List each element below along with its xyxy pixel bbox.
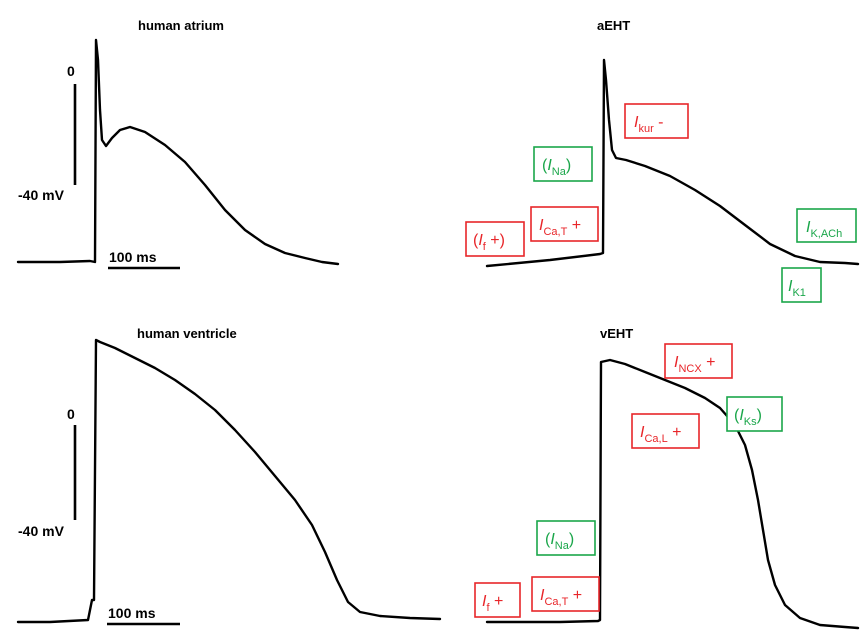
- current-label-icat-v: ICa,T +: [531, 576, 600, 612]
- panel-human-ventricle: human ventricle 0 -40 mV 100 ms: [16, 326, 442, 626]
- current-text: Ikur -: [634, 114, 664, 135]
- panel-vEHT: vEHT INCX + (IKs) ICa,L + (INa) ICa,T + …: [474, 326, 860, 630]
- current-text: (IKs): [734, 407, 762, 428]
- current-text: INCX +: [674, 354, 715, 375]
- panel-human-atrium: human atrium 0 -40 mV 100 ms: [16, 18, 340, 270]
- current-box: [664, 343, 733, 379]
- current-label-ina-v: (INa): [536, 520, 596, 556]
- current-box: [530, 206, 599, 242]
- current-box: [781, 267, 822, 303]
- current-label-if: (If +): [465, 221, 525, 257]
- current-label-incx: INCX +: [664, 343, 733, 379]
- current-box: [624, 103, 689, 139]
- panel-title-atrium: human atrium: [138, 18, 224, 33]
- current-box: [631, 413, 700, 449]
- current-box: [796, 208, 857, 243]
- mv-label-ventricle: -40 mV: [18, 523, 65, 539]
- trace-aEHT: [485, 58, 860, 268]
- time-label-ventricle: 100 ms: [108, 605, 156, 621]
- time-label-atrium: 100 ms: [109, 249, 157, 265]
- current-label-ik1: IK1: [781, 267, 822, 303]
- current-text: ICa,T +: [540, 587, 582, 608]
- current-text: (INa): [545, 531, 574, 552]
- trace-human-ventricle: [16, 338, 442, 624]
- current-text: IK,ACh: [806, 219, 842, 240]
- current-box: [536, 520, 596, 556]
- current-box: [533, 146, 593, 182]
- current-box: [465, 221, 525, 257]
- current-label-iks: (IKs): [726, 396, 783, 432]
- panel-aEHT: aEHT Ikur - (INa) ICa,T + (If +) IK,ACh …: [465, 18, 860, 303]
- trace-human-atrium: [16, 38, 340, 266]
- panel-title-aEHT: aEHT: [597, 18, 630, 33]
- current-text: If +: [482, 593, 503, 614]
- current-text: ICa,L +: [640, 424, 682, 445]
- current-text: IK1: [788, 278, 806, 299]
- current-box: [531, 576, 600, 612]
- current-label-if-v: If +: [474, 582, 521, 618]
- zero-label-atrium: 0: [67, 63, 75, 79]
- zero-label-ventricle: 0: [67, 406, 75, 422]
- current-label-ikach: IK,ACh: [796, 208, 857, 243]
- current-box: [474, 582, 521, 618]
- panel-title-vEHT: vEHT: [600, 326, 633, 341]
- current-label-ikur: Ikur -: [624, 103, 689, 139]
- current-label-ina: (INa): [533, 146, 593, 182]
- mv-label-atrium: -40 mV: [18, 187, 65, 203]
- current-text: (If +): [473, 232, 505, 253]
- current-box: [726, 396, 783, 432]
- current-label-icat: ICa,T +: [530, 206, 599, 242]
- current-text: (INa): [542, 157, 571, 178]
- panel-title-ventricle: human ventricle: [137, 326, 237, 341]
- current-label-ical: ICa,L +: [631, 413, 700, 449]
- current-text: ICa,T +: [539, 217, 581, 238]
